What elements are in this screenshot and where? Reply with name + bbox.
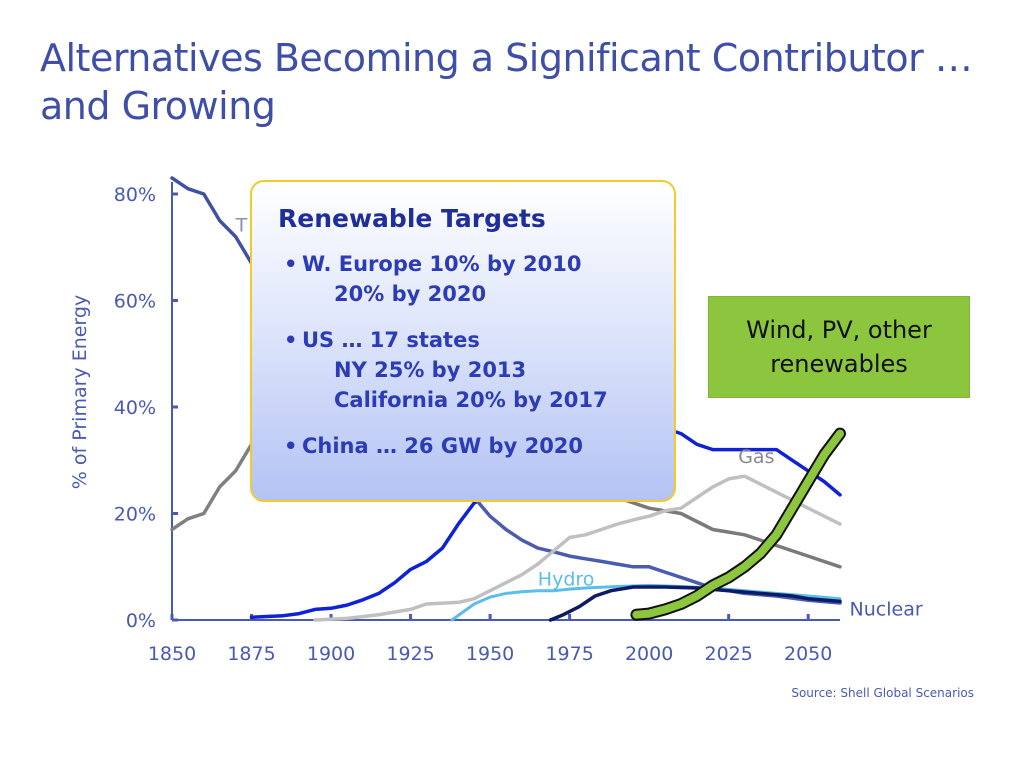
renewables-line-2: renewables — [770, 350, 908, 378]
x-tick-label: 2000 — [625, 643, 673, 665]
targets-list: • W. Europe 10% by 2010 20% by 2020 • US… — [278, 249, 650, 461]
target-sub-line: California 20% by 2017 — [334, 388, 608, 412]
x-tick-label: 2050 — [784, 643, 832, 665]
series-line-2 — [249, 426, 842, 620]
series-labels: T Gas Hydro Nuclear — [235, 214, 923, 620]
x-tick-label: 1950 — [466, 643, 514, 665]
renewables-line-1: Wind, PV, other — [746, 316, 932, 344]
renewables-label-box: Wind, PV, other renewables — [708, 296, 970, 398]
series-label: Hydro — [538, 568, 595, 590]
target-item-china: • China … 26 GW by 2020 — [278, 431, 650, 461]
series-line-gas — [313, 474, 842, 622]
series-line-4 — [615, 495, 842, 569]
series-group — [170, 176, 846, 622]
x-axis: 1850 1875 1900 1925 1950 1975 2000 2025 2050 — [148, 614, 840, 665]
y-tick-label: 20% — [114, 504, 156, 526]
series-label: Nuclear — [850, 599, 923, 621]
target-line: W. Europe 10% by 2010 — [302, 252, 582, 276]
x-tick-label: 1900 — [307, 643, 355, 665]
target-item-us: • US … 17 states NY 25% by 2013 Californ… — [278, 325, 650, 415]
series-line-8 — [632, 429, 844, 619]
bullet-icon: • — [284, 328, 298, 352]
y-tick-label: 40% — [114, 397, 156, 419]
source-note: Source: Shell Global Scenarios — [791, 686, 974, 700]
y-axis: 0% 20% 40% 60% 80% — [114, 182, 178, 632]
target-line: US … 17 states — [302, 328, 480, 352]
x-tick-label: 1850 — [148, 643, 196, 665]
target-line: China … 26 GW by 2020 — [302, 434, 584, 458]
callout-heading: Renewable Targets — [278, 204, 546, 233]
bullet-icon: • — [284, 434, 298, 458]
renewable-targets-callout: Renewable Targets • W. Europe 10% by 201… — [250, 180, 676, 502]
y-tick-label: 60% — [114, 291, 156, 313]
series-label: T — [235, 214, 248, 236]
target-sub-line: 20% by 2020 — [334, 282, 487, 306]
x-tick-label: 2025 — [704, 643, 752, 665]
x-tick-label: 1975 — [545, 643, 593, 665]
bullet-icon: • — [284, 252, 298, 276]
y-tick-label: 0% — [126, 610, 156, 632]
x-tick-label: 1925 — [386, 643, 434, 665]
y-tick-label: 80% — [114, 184, 156, 206]
y-axis-title: % of Primary Energy — [69, 295, 91, 489]
series-label: Gas — [738, 446, 774, 468]
target-sub-line: NY 25% by 2013 — [334, 358, 527, 382]
target-item-europe: • W. Europe 10% by 2010 20% by 2020 — [278, 249, 650, 309]
series-line-nuclear — [548, 585, 842, 622]
x-tick-label: 1875 — [227, 643, 275, 665]
page-title: Alternatives Becoming a Significant Cont… — [40, 36, 973, 128]
